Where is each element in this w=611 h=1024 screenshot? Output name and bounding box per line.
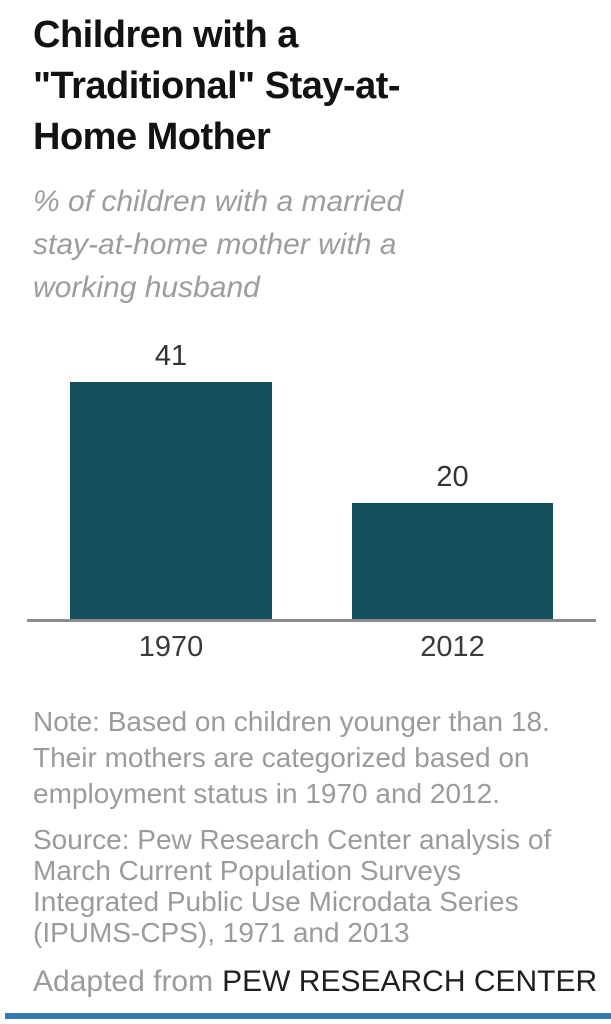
brand-name: PEW RESEARCH CENTER bbox=[222, 965, 598, 998]
subtitle-line: stay-at-home mother with a bbox=[33, 228, 397, 261]
x-axis-line bbox=[27, 619, 596, 622]
x-tick-2012: 2012 bbox=[420, 631, 485, 663]
bar-2012 bbox=[352, 503, 553, 619]
title-line: Children with a bbox=[33, 14, 298, 56]
x-tick-1970: 1970 bbox=[138, 631, 204, 663]
bar-1970 bbox=[70, 382, 272, 619]
title-line: Home Mother bbox=[33, 116, 271, 158]
title-line: "Traditional" Stay-at- bbox=[33, 65, 401, 107]
note-text: Note: Based on children younger than 18.… bbox=[33, 704, 578, 812]
note-line: Note: Based on children younger than 18. bbox=[33, 706, 550, 737]
note-line: Their mothers are categorized based on bbox=[33, 742, 530, 773]
subtitle-line: % of children with a married bbox=[33, 185, 404, 218]
attribution-prefix: Adapted from bbox=[33, 965, 214, 998]
plot-area: 41 20 bbox=[0, 335, 611, 622]
bar-chart: 41 20 1970 2012 bbox=[0, 335, 611, 664]
source-line: Integrated Public Use Microdata Series bbox=[33, 886, 519, 917]
source-line: (IPUMS-CPS), 1971 and 2013 bbox=[33, 917, 410, 948]
bar-group-1970: 41 bbox=[70, 340, 272, 619]
attribution: Adapted from PEW RESEARCH CENTER bbox=[33, 964, 597, 1000]
chart-subtitle: % of children with a married stay-at-hom… bbox=[33, 180, 578, 309]
bar-value-label-2012: 20 bbox=[436, 461, 469, 493]
x-axis-labels: 1970 2012 bbox=[0, 625, 611, 664]
subtitle-line: working husband bbox=[33, 271, 260, 304]
page-title: Children with a "Traditional" Stay-at- H… bbox=[33, 10, 578, 163]
bar-group-2012: 20 bbox=[352, 461, 553, 619]
source-line: Source: Pew Research Center analysis of bbox=[33, 824, 552, 855]
bottom-accent-rule bbox=[5, 1013, 611, 1019]
chart-card: Children with a "Traditional" Stay-at- H… bbox=[0, 10, 611, 1000]
bar-value-label-1970: 41 bbox=[154, 340, 188, 372]
source-line: March Current Population Surveys bbox=[33, 855, 461, 886]
source-text: Source: Pew Research Center analysis of … bbox=[33, 824, 578, 948]
note-line: employment status in 1970 and 2012. bbox=[33, 778, 500, 809]
